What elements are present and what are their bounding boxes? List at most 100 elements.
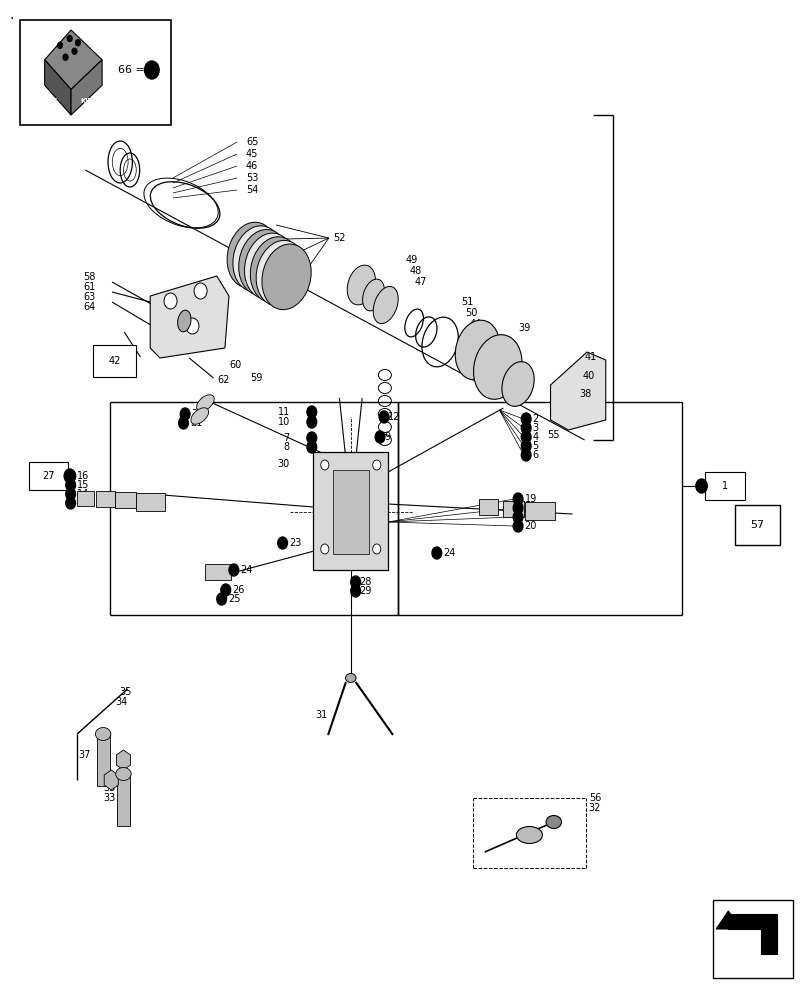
Circle shape bbox=[75, 40, 80, 46]
Polygon shape bbox=[45, 30, 102, 90]
Text: 22: 22 bbox=[191, 409, 204, 419]
Circle shape bbox=[513, 520, 522, 532]
Bar bbox=[117, 774, 130, 826]
Text: 31: 31 bbox=[315, 710, 327, 720]
Text: 9: 9 bbox=[384, 432, 390, 442]
Ellipse shape bbox=[227, 222, 276, 288]
Text: 51: 51 bbox=[461, 297, 473, 307]
Text: 30: 30 bbox=[277, 459, 290, 469]
Circle shape bbox=[513, 493, 522, 505]
Bar bbox=[734, 505, 779, 545]
Circle shape bbox=[66, 497, 75, 509]
Polygon shape bbox=[71, 60, 102, 115]
Text: 26: 26 bbox=[232, 585, 244, 595]
Text: 60: 60 bbox=[230, 360, 242, 370]
Polygon shape bbox=[45, 60, 71, 115]
Ellipse shape bbox=[115, 768, 131, 780]
Ellipse shape bbox=[233, 226, 281, 291]
Text: 55: 55 bbox=[547, 430, 559, 440]
Text: 47: 47 bbox=[414, 277, 426, 287]
Bar bbox=[76, 491, 93, 506]
Text: 23: 23 bbox=[289, 538, 301, 548]
Ellipse shape bbox=[178, 310, 191, 332]
Circle shape bbox=[194, 283, 207, 299]
Circle shape bbox=[379, 411, 388, 423]
Text: 63: 63 bbox=[84, 292, 96, 302]
Circle shape bbox=[217, 593, 226, 605]
Bar bbox=[135, 493, 165, 511]
Circle shape bbox=[521, 431, 530, 443]
Circle shape bbox=[66, 488, 75, 500]
Polygon shape bbox=[550, 352, 605, 430]
Polygon shape bbox=[715, 911, 740, 929]
Text: 27: 27 bbox=[42, 471, 55, 481]
Text: 8: 8 bbox=[283, 442, 290, 452]
Circle shape bbox=[521, 440, 530, 452]
Text: 65: 65 bbox=[246, 137, 258, 147]
Text: 1: 1 bbox=[721, 481, 727, 491]
Circle shape bbox=[695, 479, 706, 493]
Polygon shape bbox=[150, 276, 229, 358]
Text: 45: 45 bbox=[246, 149, 258, 159]
Text: 39: 39 bbox=[517, 323, 530, 333]
Ellipse shape bbox=[363, 279, 384, 311]
Text: 61: 61 bbox=[84, 282, 96, 292]
Text: 54: 54 bbox=[246, 185, 258, 195]
Bar bbox=[712, 900, 792, 978]
Circle shape bbox=[164, 293, 177, 309]
Circle shape bbox=[64, 469, 75, 483]
Text: 16: 16 bbox=[77, 471, 89, 481]
Circle shape bbox=[144, 61, 159, 79]
Circle shape bbox=[178, 417, 188, 429]
Text: 7: 7 bbox=[283, 433, 290, 443]
Bar bbox=[96, 491, 115, 507]
Text: 33: 33 bbox=[103, 793, 115, 803]
Circle shape bbox=[521, 449, 530, 461]
Text: 11: 11 bbox=[277, 407, 290, 417]
Polygon shape bbox=[727, 914, 776, 954]
Circle shape bbox=[350, 576, 360, 588]
Circle shape bbox=[307, 432, 316, 444]
Circle shape bbox=[221, 584, 230, 596]
Bar bbox=[115, 492, 136, 508]
Ellipse shape bbox=[546, 816, 560, 828]
Text: 29: 29 bbox=[359, 586, 371, 596]
Circle shape bbox=[513, 502, 522, 514]
Text: 32: 32 bbox=[588, 803, 600, 813]
Text: 59: 59 bbox=[250, 373, 262, 383]
Circle shape bbox=[186, 318, 199, 334]
Ellipse shape bbox=[250, 237, 299, 302]
Text: 49: 49 bbox=[406, 255, 418, 265]
Circle shape bbox=[320, 544, 328, 554]
Text: 56: 56 bbox=[588, 793, 600, 803]
Ellipse shape bbox=[347, 265, 375, 305]
Text: 4: 4 bbox=[532, 432, 539, 442]
Text: 20: 20 bbox=[524, 521, 536, 531]
Circle shape bbox=[307, 441, 316, 453]
Bar bbox=[478, 499, 497, 515]
Circle shape bbox=[375, 431, 384, 443]
Text: 5: 5 bbox=[532, 441, 539, 451]
Text: 35: 35 bbox=[103, 783, 115, 793]
Text: 57: 57 bbox=[749, 520, 763, 530]
Bar bbox=[93, 345, 135, 377]
Text: 3: 3 bbox=[532, 423, 539, 433]
Text: 35: 35 bbox=[119, 687, 131, 697]
Text: 36: 36 bbox=[103, 773, 115, 783]
Text: 18: 18 bbox=[524, 512, 536, 522]
Text: 46: 46 bbox=[246, 161, 258, 171]
Bar bbox=[313, 452, 388, 570]
Polygon shape bbox=[104, 770, 118, 790]
Circle shape bbox=[350, 585, 360, 597]
Circle shape bbox=[372, 460, 380, 470]
Text: 50: 50 bbox=[465, 308, 477, 318]
Circle shape bbox=[67, 35, 72, 41]
Text: 24: 24 bbox=[240, 565, 252, 575]
Circle shape bbox=[320, 460, 328, 470]
Circle shape bbox=[66, 479, 75, 491]
Circle shape bbox=[72, 48, 77, 54]
Ellipse shape bbox=[473, 335, 521, 399]
Text: 34: 34 bbox=[115, 697, 127, 707]
Text: 40: 40 bbox=[582, 371, 594, 381]
Circle shape bbox=[66, 470, 75, 482]
